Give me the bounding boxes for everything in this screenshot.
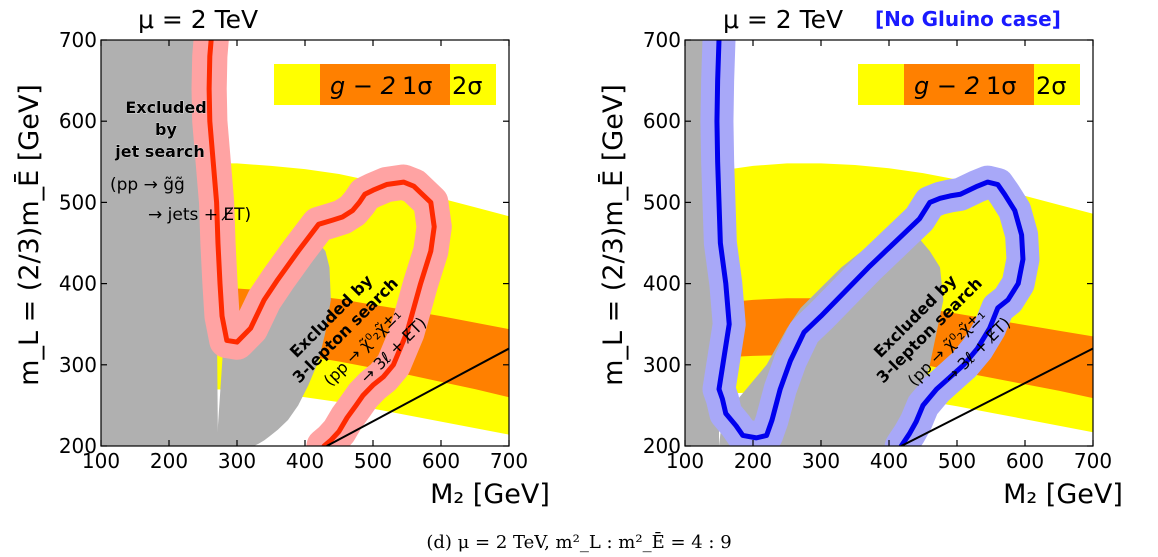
x-tick-label: 200: [734, 449, 772, 473]
kinematic-diagonal-line: [900, 347, 1093, 446]
y-tick-label: 600: [59, 109, 97, 133]
y-tick-label: 300: [59, 353, 97, 377]
y-tick-label: 700: [643, 28, 681, 52]
legend-label: g − 2: [914, 72, 980, 100]
panel-title: μ = 2 TeV: [138, 5, 258, 34]
excluded-jet-region: [101, 40, 218, 446]
x-tick-label: 400: [286, 449, 324, 473]
x-tick-label: 400: [870, 449, 908, 473]
legend-1sigma-label: 1σ: [402, 72, 432, 100]
jet-annotation-line: by: [155, 120, 177, 139]
y-tick-label: 400: [59, 272, 97, 296]
plot-area: [685, 40, 1093, 446]
exclusion-boundary: [714, 40, 1026, 446]
figure-caption: (d) μ = 2 TeV, m²_L : m²_Ē = 4 : 9: [426, 530, 731, 553]
y-tick-label: 300: [643, 353, 681, 377]
x-tick-label: 300: [802, 449, 840, 473]
legend-2sigma-label: 2σ: [452, 72, 482, 100]
panel-left: μ = 2 TeV 100 200 300 400 500 600 700200300400…: [14, 5, 550, 510]
legend-2sigma-swatch: [858, 64, 904, 105]
legend: g − 2 1σ 2σ: [858, 64, 1080, 105]
y-tick-label: 200: [643, 434, 681, 458]
jet-annotation-line: Excluded: [125, 98, 206, 117]
panel-right: μ = 2 TeV [No Gluino case] 100 200 300 400 5…: [598, 5, 1123, 510]
no-gluino-note: [No Gluino case]: [875, 7, 1061, 31]
y-tick-label: 500: [643, 190, 681, 214]
plot-area: [101, 40, 509, 446]
y-tick-label: 500: [59, 190, 97, 214]
x-tick-label: 700: [1074, 449, 1112, 473]
y-axis-label: m_L = (2/3)m_Ē [GeV]: [14, 84, 45, 386]
x-tick-label: 100: [82, 449, 120, 473]
legend: g − 2 1σ 2σ: [274, 64, 496, 105]
x-tick-label: 300: [218, 449, 256, 473]
y-tick-label: 600: [643, 109, 681, 133]
legend-label: g − 2: [330, 72, 396, 100]
x-tick-label: 700: [490, 449, 528, 473]
jet-annotation-line: (pp → g̃g̃: [110, 175, 185, 195]
legend-1sigma-label: 1σ: [986, 72, 1016, 100]
x-tick-label: 600: [422, 449, 460, 473]
x-axis-label: M₂ [GeV]: [1003, 479, 1123, 510]
legend-1sigma-swatch: [320, 64, 450, 105]
panel-title: μ = 2 TeV: [723, 5, 843, 34]
x-axis-label: M₂ [GeV]: [430, 479, 550, 510]
x-tick-label: 200: [150, 449, 188, 473]
legend-1sigma-swatch: [904, 64, 1034, 105]
x-tick-label: 500: [354, 449, 392, 473]
kinematic-diagonal-line: [326, 347, 509, 446]
exclusion-boundary: [206, 40, 437, 446]
y-tick-label: 400: [643, 272, 681, 296]
legend-2sigma-swatch: [450, 64, 496, 105]
legend-2sigma-label: 2σ: [1036, 72, 1066, 100]
legend-2sigma-swatch: [1034, 64, 1080, 105]
x-tick-label: 600: [1006, 449, 1044, 473]
jet-annotation-line: jet search: [114, 142, 205, 161]
y-tick-label: 200: [59, 434, 97, 458]
x-tick-label: 500: [938, 449, 976, 473]
y-tick-label: 700: [59, 28, 97, 52]
excluded-3lepton-region: [216, 244, 331, 446]
x-tick-label: 100: [666, 449, 704, 473]
jet-annotation-line: → jets + E̸T): [148, 205, 251, 225]
y-axis-label: m_L = (2/3)m_Ē [GeV]: [598, 84, 629, 386]
legend-2sigma-swatch: [274, 64, 320, 105]
